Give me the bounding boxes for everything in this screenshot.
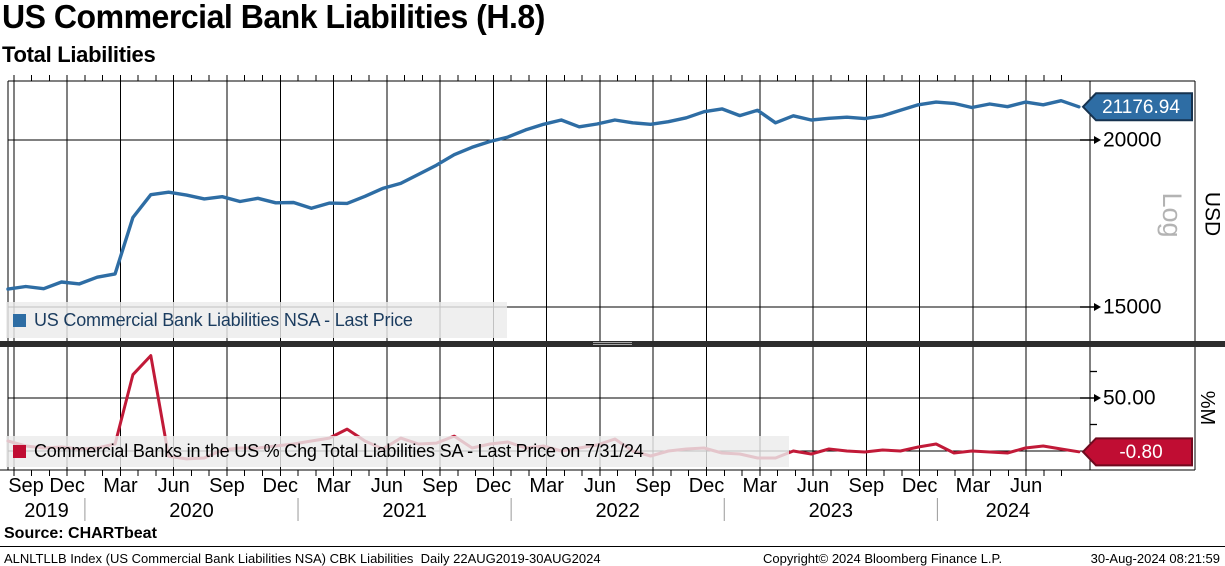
year-labels: 2019 2020 2021 2022 2023 2024 (24, 498, 1030, 522)
svg-text:Mar: Mar (956, 475, 991, 497)
chart-subtitle: Total Liabilities (2, 42, 156, 67)
svg-text:2021: 2021 (382, 500, 427, 522)
svg-text:Dec: Dec (262, 475, 298, 497)
svg-text:Mar: Mar (103, 475, 138, 497)
svg-text:15000: 15000 (1103, 296, 1161, 319)
svg-text:Sep: Sep (8, 475, 44, 497)
blue-series-line (6, 98, 1081, 291)
svg-text:Dec: Dec (689, 475, 725, 497)
svg-text:2024: 2024 (986, 500, 1031, 522)
svg-text:21176.94: 21176.94 (1102, 97, 1180, 118)
svg-text:2023: 2023 (809, 500, 854, 522)
svg-text:Jun: Jun (797, 475, 829, 497)
svg-text:Jun: Jun (1010, 475, 1042, 497)
usd-unit-label: USD (1201, 192, 1224, 236)
svg-text:50.00: 50.00 (1103, 387, 1156, 410)
svg-text:Mar: Mar (743, 475, 778, 497)
pct-unit-label: %M (1196, 391, 1218, 425)
gridlines (0, 80, 1196, 471)
page-title: US Commercial Bank Liabilities (H.8) (2, 0, 545, 35)
source-label: Source: CHARTbeat (4, 525, 157, 542)
svg-text:Sep: Sep (635, 475, 671, 497)
last-price-badge-top: 21176.94 (1081, 92, 1193, 122)
last-price-badge-bottom: -0.80 (1081, 437, 1193, 467)
svg-text:Jun: Jun (584, 475, 616, 497)
svg-text:2019: 2019 (24, 500, 69, 522)
svg-text:Sep: Sep (849, 475, 885, 497)
svg-text:-0.80: -0.80 (1119, 442, 1162, 463)
svg-text:2022: 2022 (595, 500, 640, 522)
month-ticks (13, 75, 1063, 476)
x-tick-labels: Sep Dec Mar Jun Sep Dec Mar Jun Sep Dec Mar Jun Sep D… (8, 475, 1042, 497)
footer-timestamp: 30-Aug-2024 08:21:59 (1090, 551, 1220, 566)
legend-label: Commercial Banks in the US % Chg Total L… (34, 441, 644, 461)
y-axis-labels: 20000 15000 50.00 (1103, 129, 1161, 410)
blue-series-swatch-icon (13, 313, 26, 327)
svg-text:Sep: Sep (422, 475, 458, 497)
svg-text:Jun: Jun (158, 475, 190, 497)
svg-text:Dec: Dec (902, 475, 938, 497)
footer-copyright: Copyright© 2024 Bloomberg Finance L.P. (763, 551, 1003, 566)
svg-text:Dec: Dec (49, 475, 85, 497)
red-series-swatch-icon (13, 445, 26, 458)
log-scale-label: Log (1157, 192, 1187, 237)
legend-item-liabilities-nsa[interactable]: US Commercial Bank Liabilities NSA - Las… (6, 302, 507, 338)
svg-text:Jun: Jun (371, 475, 403, 497)
svg-text:20000: 20000 (1103, 129, 1161, 152)
svg-text:2020: 2020 (169, 500, 214, 522)
legend-item-pct-chg[interactable]: Commercial Banks in the US % Chg Total L… (6, 436, 789, 467)
panel-resize-grip[interactable] (593, 342, 632, 345)
legend-label: US Commercial Bank Liabilities NSA - Las… (34, 309, 413, 330)
svg-text:Mar: Mar (316, 475, 351, 497)
footer-divider (0, 546, 1225, 547)
svg-text:Mar: Mar (529, 475, 564, 497)
footer-ticker-info: ALNLTLLB Index (US Commercial Bank Liabi… (4, 551, 601, 566)
svg-text:Sep: Sep (209, 475, 245, 497)
svg-text:Dec: Dec (476, 475, 512, 497)
